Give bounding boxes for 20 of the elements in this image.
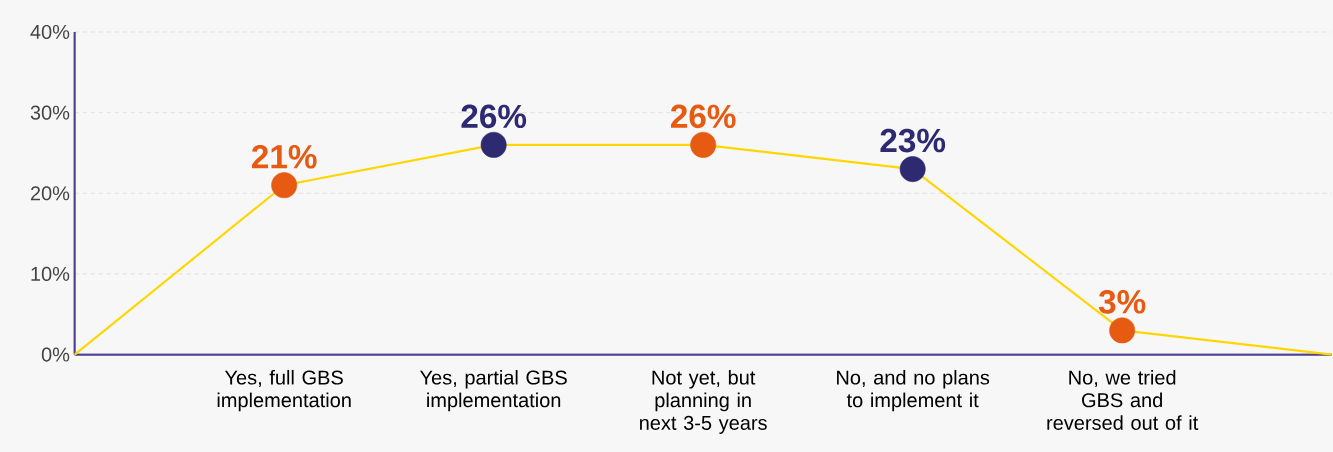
x-tick-label: No, and no plans to implement it <box>837 370 990 412</box>
y-tick-label: 30% <box>30 105 70 120</box>
point <box>690 132 717 158</box>
point <box>899 156 926 183</box>
y-tick-label: 0% <box>41 347 70 362</box>
data-label: 21% <box>251 145 317 169</box>
y-tick-label: 10% <box>31 266 70 282</box>
x-tick-label: Yes, full GBS implementation <box>217 370 351 412</box>
y-tick-label: 20% <box>30 186 70 201</box>
point <box>480 132 507 158</box>
data-label: 26% <box>461 104 527 129</box>
y-tick-label: 40% <box>30 24 70 40</box>
point <box>271 172 298 199</box>
data-label: 26% <box>670 104 736 129</box>
data-label: 23% <box>880 128 946 153</box>
x-tick-label: No, we tried GBS and reversed out of it <box>1047 370 1199 430</box>
data-label: 3% <box>1098 290 1146 314</box>
x-tick-label: Yes, partial GBS implementation <box>420 370 567 412</box>
point <box>1109 317 1136 344</box>
x-tick-label: Not yet, but planning in next 3-5 years <box>640 370 767 434</box>
